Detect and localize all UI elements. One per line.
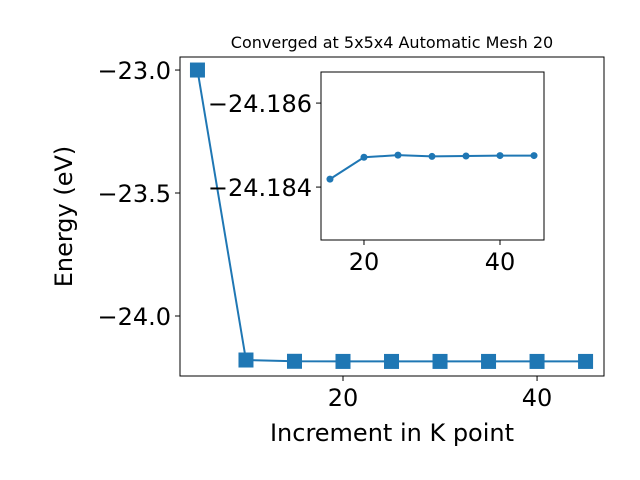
y-tick-label: −24.186 <box>208 90 312 118</box>
point-marker <box>326 175 334 183</box>
y-tick-label: −23.5 <box>97 180 171 208</box>
y-tick-label: −23.0 <box>97 57 171 85</box>
point-marker <box>481 353 497 369</box>
point-marker <box>394 151 402 159</box>
y-axis-label: Energy (eV) <box>50 146 78 288</box>
point-marker <box>335 353 351 369</box>
point-marker <box>428 152 436 160</box>
chart-title: Converged at 5x5x4 Automatic Mesh 20 <box>231 33 553 52</box>
x-tick-label: 40 <box>485 248 516 276</box>
point-marker <box>529 353 545 369</box>
point-marker <box>530 152 538 160</box>
point-marker <box>286 353 302 369</box>
point-marker <box>384 353 400 369</box>
point-marker <box>189 62 205 78</box>
y-tick-label: −24.184 <box>208 174 312 202</box>
x-tick-label: 20 <box>328 384 359 412</box>
x-axis-label: Increment in K point <box>270 419 514 447</box>
point-marker <box>238 352 254 368</box>
x-tick-label: 40 <box>522 384 553 412</box>
point-marker <box>462 152 470 160</box>
y-tick-label: −24.0 <box>97 303 171 331</box>
point-marker <box>496 152 504 160</box>
point-marker <box>578 353 594 369</box>
point-marker <box>432 353 448 369</box>
point-marker <box>360 153 368 161</box>
x-tick-label: 20 <box>349 248 380 276</box>
